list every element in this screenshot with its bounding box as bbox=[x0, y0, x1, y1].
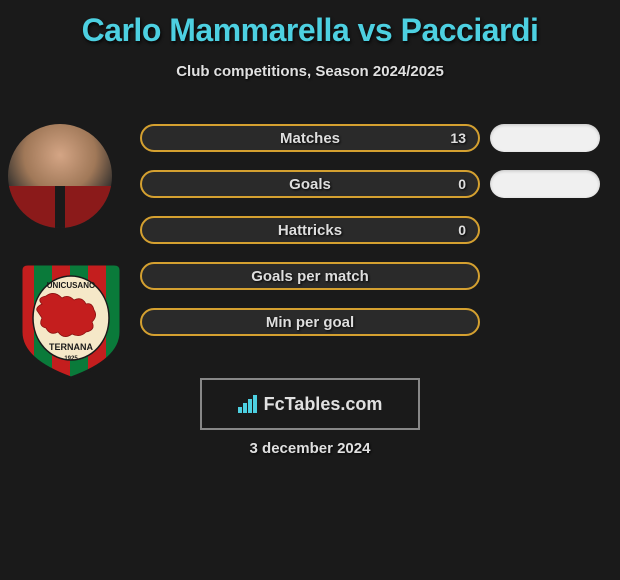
stat-bar-goals: Goals 0 bbox=[140, 170, 480, 198]
stat-row-goals: Goals 0 bbox=[140, 170, 610, 198]
subtitle: Club competitions, Season 2024/2025 bbox=[0, 63, 620, 80]
player-avatar-left bbox=[8, 124, 112, 228]
stat-pill-right bbox=[490, 170, 600, 198]
stat-row-hattricks: Hattricks 0 bbox=[140, 216, 610, 244]
date-label: 3 december 2024 bbox=[0, 440, 620, 457]
stat-label: Min per goal bbox=[142, 314, 478, 331]
stat-value: 0 bbox=[458, 222, 466, 238]
page-title: Carlo Mammarella vs Pacciardi bbox=[0, 0, 620, 49]
chart-icon bbox=[238, 395, 260, 413]
stat-row-mpg: Min per goal bbox=[140, 308, 610, 336]
badge-year: 1925 bbox=[64, 356, 78, 362]
stat-row-gpm: Goals per match bbox=[140, 262, 610, 290]
footer-logo: FcTables.com bbox=[238, 394, 383, 415]
stat-bar-matches: Matches 13 bbox=[140, 124, 480, 152]
stat-label: Hattricks bbox=[142, 222, 478, 239]
stat-bar-gpm: Goals per match bbox=[140, 262, 480, 290]
stat-row-matches: Matches 13 bbox=[140, 124, 610, 152]
stat-label: Goals per match bbox=[142, 268, 478, 285]
stat-value: 13 bbox=[450, 130, 466, 146]
badge-text-mid: TERNANA bbox=[49, 342, 93, 352]
stat-bar-mpg: Min per goal bbox=[140, 308, 480, 336]
badge-text-top: UNICUSANO bbox=[47, 281, 95, 290]
stat-bar-hattricks: Hattricks 0 bbox=[140, 216, 480, 244]
stats-container: Matches 13 Goals 0 Hattricks 0 Goals per… bbox=[140, 124, 610, 354]
club-badge: UNICUSANO TERNANA 1925 bbox=[16, 260, 126, 382]
stat-label: Goals bbox=[142, 176, 478, 193]
stat-label: Matches bbox=[142, 130, 478, 147]
avatar-shirt bbox=[8, 186, 112, 228]
footer-site: FcTables.com bbox=[264, 394, 383, 415]
stat-value: 0 bbox=[458, 176, 466, 192]
stat-pill-right bbox=[490, 124, 600, 152]
footer-branding: FcTables.com bbox=[200, 378, 420, 430]
